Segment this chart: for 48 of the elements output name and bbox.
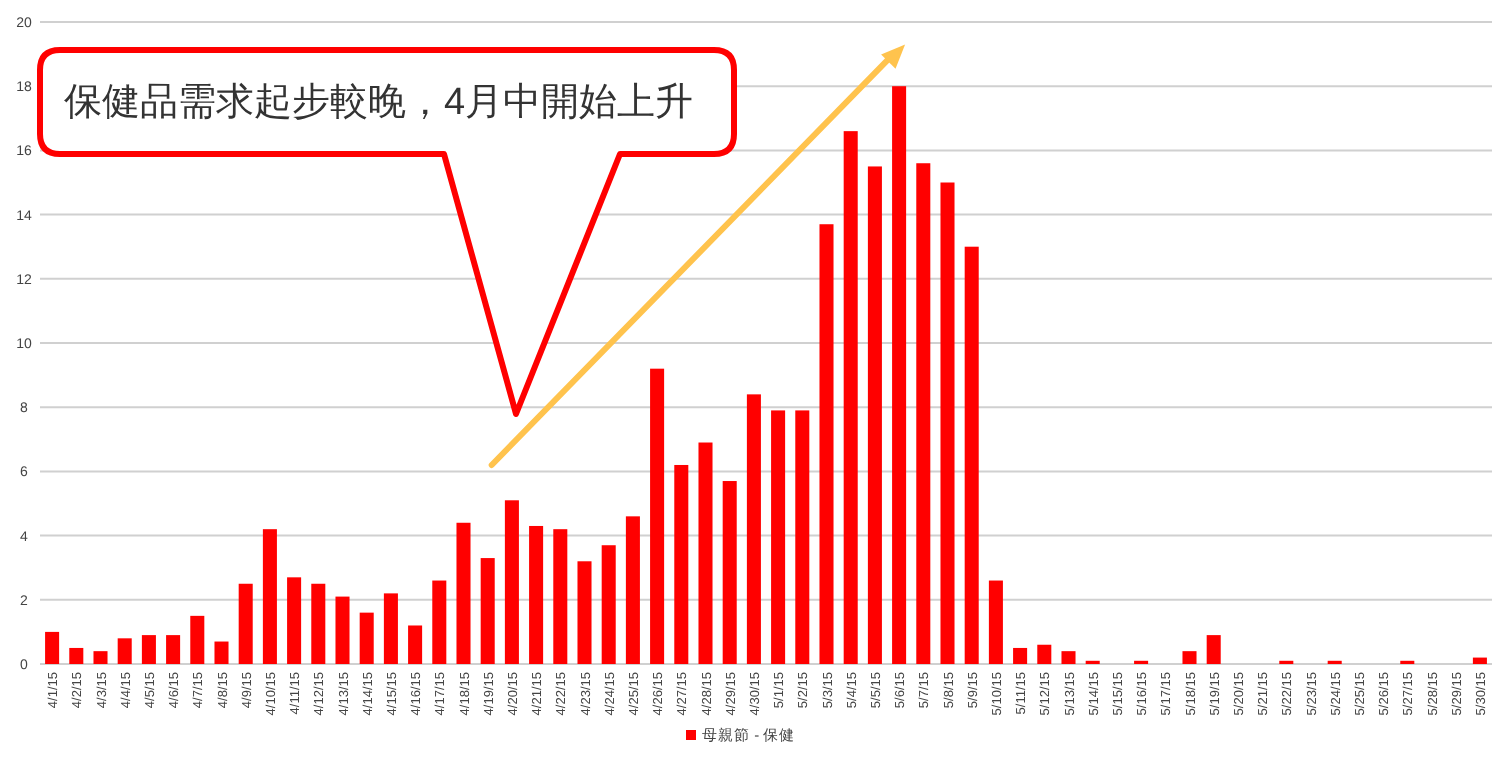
bar [93, 651, 108, 664]
bar [674, 464, 689, 664]
bar [45, 631, 60, 664]
bar [311, 583, 326, 664]
bar [964, 246, 979, 664]
bar [867, 166, 882, 664]
bar [190, 615, 205, 664]
bar [1061, 651, 1076, 664]
bar [577, 561, 592, 664]
annotation: 保健品需求起步較晚，4月中開始上升 [64, 82, 694, 124]
bar [1182, 651, 1197, 664]
bar [1013, 647, 1028, 664]
callout: 保健品需求起步較晚，4月中開始上升 [37, 47, 737, 417]
bar [988, 580, 1003, 664]
bar [529, 525, 544, 664]
bar [843, 131, 858, 664]
bar [214, 641, 229, 664]
bar [601, 545, 616, 664]
bar [1206, 635, 1221, 664]
bar [117, 638, 132, 664]
bar [287, 577, 302, 664]
bar [166, 635, 181, 664]
bar [432, 580, 447, 664]
bar [916, 163, 931, 664]
bar [892, 86, 907, 664]
bar [504, 500, 519, 664]
bar [69, 647, 84, 664]
bar [456, 522, 471, 664]
bar [1037, 644, 1052, 664]
bar [722, 481, 737, 664]
bar [408, 625, 423, 664]
bar [771, 410, 786, 664]
bar [238, 583, 253, 664]
bar [625, 516, 640, 664]
bar [698, 442, 713, 664]
bar [480, 558, 495, 664]
bar [1472, 657, 1487, 664]
bar [819, 224, 834, 664]
bar [940, 182, 955, 664]
bar [746, 394, 761, 664]
bar [359, 612, 374, 664]
bar [553, 529, 568, 664]
bar [795, 410, 810, 664]
bar [262, 529, 277, 664]
bar [335, 596, 350, 664]
bar [141, 635, 156, 664]
bar [650, 368, 665, 664]
bar [383, 593, 398, 664]
